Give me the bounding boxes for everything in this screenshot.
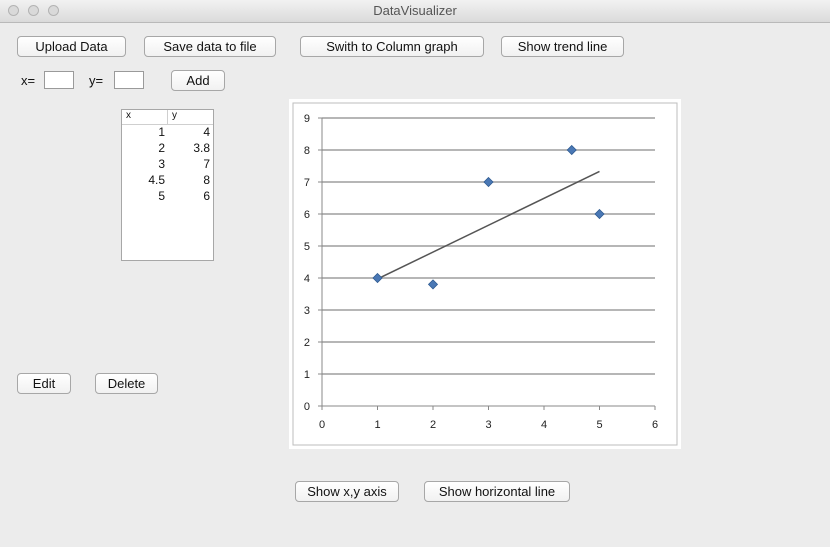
x-tick-label: 1 (374, 419, 380, 431)
x-tick-label: 6 (652, 419, 658, 431)
show-trend-line-button[interactable]: Show trend line (501, 36, 624, 57)
close-window-button[interactable] (8, 5, 19, 16)
title-bar: DataVisualizer (0, 0, 830, 23)
scatter-chart: 0 1 2 3 4 5 6 7 8 9 0 1 2 3 4 5 6 (289, 99, 681, 449)
cell-y: 6 (203, 189, 210, 203)
data-point-marker (372, 272, 383, 284)
x-tick-label: 0 (319, 419, 325, 431)
cell-y: 3.8 (193, 141, 210, 155)
y-tick-label: 6 (304, 209, 310, 221)
show-xy-axis-button[interactable]: Show x,y axis (295, 481, 399, 502)
add-button[interactable]: Add (171, 70, 225, 91)
chart-frame (292, 102, 678, 446)
x-label: x= (21, 73, 36, 88)
cell-x: 5 (158, 189, 165, 203)
cell-x: 2 (158, 141, 165, 155)
y-tick-label: 9 (304, 113, 310, 125)
table-row[interactable]: 4.5 8 (122, 173, 213, 189)
window-title: DataVisualizer (373, 3, 457, 18)
zoom-window-button[interactable] (48, 5, 59, 16)
data-point-marker (594, 208, 605, 220)
trend-line (377, 170, 600, 280)
y-tick-label: 8 (304, 145, 310, 157)
y-tick-label: 7 (304, 177, 310, 189)
cell-y: 4 (203, 125, 210, 139)
delete-button[interactable]: Delete (95, 373, 158, 394)
data-point-marker (427, 279, 439, 290)
table-row[interactable]: 2 3.8 (122, 141, 213, 157)
minimize-window-button[interactable] (28, 5, 39, 16)
switch-column-graph-button[interactable]: Swith to Column graph (300, 36, 484, 57)
y-tick-label: 2 (304, 337, 310, 349)
cell-y: 8 (203, 173, 210, 187)
x-tick-label: 4 (541, 419, 547, 431)
y-input[interactable] (114, 71, 144, 89)
y-tick-label: 1 (304, 369, 310, 381)
x-tick-label: 5 (596, 419, 602, 431)
y-tick-label: 4 (304, 273, 310, 285)
cell-y: 7 (203, 157, 210, 171)
y-tick-label: 5 (304, 241, 310, 253)
x-tick-label: 3 (485, 419, 491, 431)
cell-x: 4.5 (148, 173, 165, 187)
data-point-marker (483, 176, 494, 188)
y-tick-label: 3 (304, 305, 310, 317)
x-input[interactable] (44, 71, 74, 89)
show-horizontal-line-button[interactable]: Show horizontal line (424, 481, 570, 502)
cell-x: 1 (158, 125, 165, 139)
save-data-button[interactable]: Save data to file (144, 36, 276, 57)
edit-button[interactable]: Edit (17, 373, 71, 394)
chart-svg: 0 1 2 3 4 5 6 7 8 9 0 1 2 3 4 5 6 (292, 102, 678, 446)
cell-x: 3 (158, 157, 165, 171)
data-point-marker (566, 144, 577, 156)
upload-data-button[interactable]: Upload Data (17, 36, 126, 57)
column-header-y[interactable]: y (172, 110, 177, 121)
x-tick-label: 2 (430, 419, 436, 431)
table-header: x y (122, 110, 213, 125)
column-header-x[interactable]: x (122, 110, 168, 124)
y-tick-label: 0 (304, 401, 310, 413)
y-label: y= (89, 73, 104, 88)
